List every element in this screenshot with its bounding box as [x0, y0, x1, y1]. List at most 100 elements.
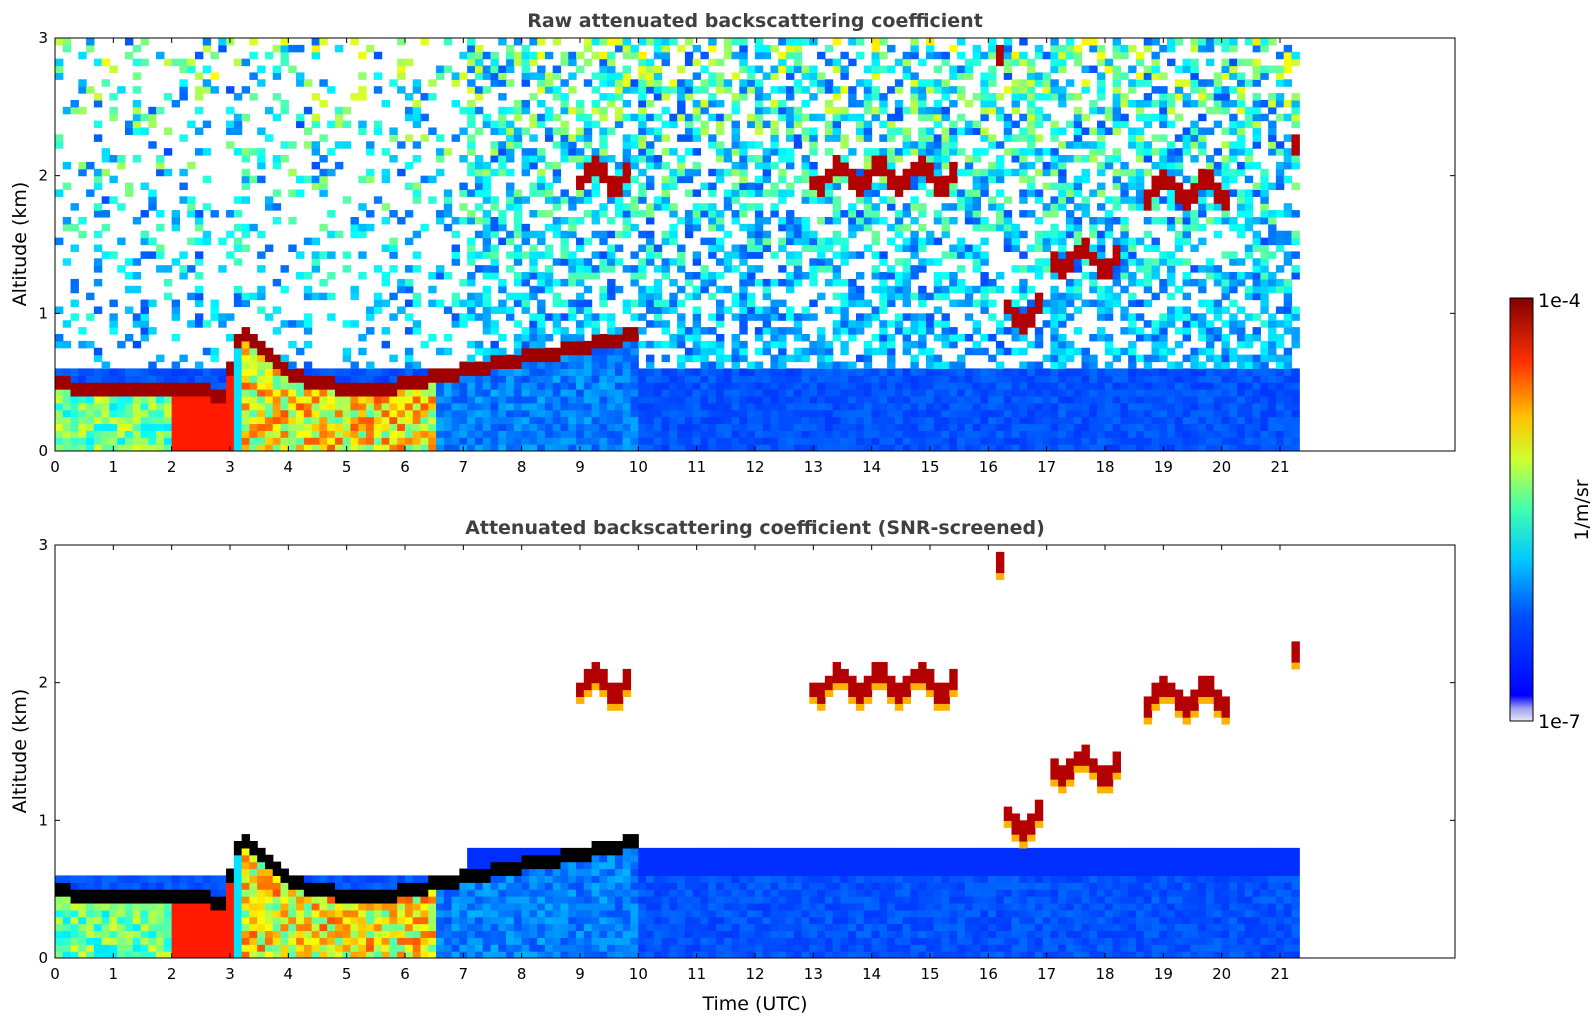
heatmap-cell	[264, 368, 274, 376]
heatmap-cell	[86, 444, 95, 451]
heatmap-cell	[1097, 292, 1106, 301]
heatmap-cell	[179, 382, 188, 390]
heatmap-cell	[560, 79, 569, 87]
heatmap-cell	[350, 320, 359, 328]
heatmap-cell	[537, 299, 546, 308]
heatmap-cell	[506, 382, 515, 390]
heatmap-cell	[925, 148, 935, 156]
heatmap-cell	[988, 368, 997, 376]
heatmap-cell	[521, 278, 530, 287]
heatmap-cell	[148, 327, 157, 335]
heatmap-cell	[918, 327, 927, 335]
heatmap-cell	[863, 299, 873, 308]
heatmap-cell	[101, 168, 111, 177]
heatmap-cell	[972, 375, 982, 383]
heatmap-cell	[801, 395, 810, 404]
heatmap-cell	[1174, 444, 1184, 451]
heatmap-cell	[786, 72, 795, 80]
heatmap-cell	[1182, 278, 1191, 287]
heatmap-cell	[132, 72, 142, 80]
heatmap-cell	[661, 423, 670, 431]
heatmap-cell	[1135, 175, 1145, 184]
heatmap-cell	[560, 258, 569, 266]
heatmap-cell	[630, 444, 639, 451]
heatmap-cell	[233, 113, 243, 122]
heatmap-cell	[879, 251, 888, 259]
heatmap-cell	[544, 223, 554, 232]
heatmap-cell	[381, 340, 390, 349]
heatmap-cell	[614, 368, 624, 376]
heatmap-cell	[358, 444, 367, 451]
heatmap-cell	[770, 444, 779, 451]
heatmap-cell	[669, 237, 678, 246]
heatmap-cell	[871, 347, 880, 356]
heatmap-cell	[824, 127, 834, 135]
heatmap-cell	[117, 368, 126, 376]
heatmap-cell	[614, 402, 624, 411]
heatmap-cell	[933, 148, 943, 156]
heatmap-cell	[194, 93, 204, 101]
heatmap-cell	[490, 389, 499, 397]
heatmap-cell	[1143, 278, 1153, 287]
heatmap-cell	[708, 313, 717, 321]
heatmap-cell	[513, 402, 523, 411]
heatmap-cell	[576, 368, 585, 376]
heatmap-cell	[1135, 155, 1145, 163]
heatmap-cell	[373, 389, 383, 397]
heatmap-cell	[716, 210, 725, 218]
heatmap-cell	[163, 444, 173, 451]
heatmap-cell	[552, 382, 562, 390]
heatmap-cell	[552, 437, 562, 445]
heatmap-cell	[109, 65, 118, 74]
heatmap-cell	[957, 148, 966, 156]
heatmap-cell	[288, 340, 297, 349]
heatmap-cell	[1174, 313, 1184, 321]
heatmap-cell	[949, 389, 958, 397]
heatmap-cell	[358, 251, 367, 259]
heatmap-cell	[537, 182, 546, 191]
heatmap-cell	[529, 272, 538, 280]
heatmap-cell	[358, 402, 367, 411]
heatmap-cell	[848, 416, 857, 425]
heatmap-cell	[630, 51, 639, 60]
heatmap-cell	[1027, 86, 1036, 94]
heatmap-cell	[482, 265, 492, 273]
heatmap-cell	[739, 182, 748, 191]
heatmap-cell	[264, 416, 274, 425]
heatmap-cell	[303, 79, 313, 87]
heatmap-cell	[638, 430, 647, 438]
heatmap-cell	[770, 368, 779, 376]
heatmap-cell	[1081, 354, 1090, 363]
heatmap-cell	[1182, 230, 1191, 239]
heatmap-cell	[404, 237, 414, 246]
heatmap-cell	[1027, 148, 1036, 156]
heatmap-cell	[1081, 251, 1090, 259]
heatmap-cell	[303, 437, 313, 445]
heatmap-cell	[1174, 437, 1184, 445]
heatmap-cell	[521, 272, 530, 280]
heatmap-cell	[739, 423, 748, 431]
heatmap-cell	[490, 327, 499, 335]
heatmap-cell	[646, 423, 655, 431]
heatmap-cell	[622, 155, 632, 163]
heatmap-cell	[498, 354, 507, 363]
heatmap-cell	[630, 416, 639, 425]
heatmap-cell	[1097, 409, 1106, 418]
heatmap-cell	[684, 216, 694, 225]
heatmap-cell	[117, 382, 126, 390]
heatmap-cell	[1112, 79, 1121, 87]
heatmap-cell	[1167, 99, 1176, 108]
heatmap-cell	[506, 196, 515, 204]
heatmap-cell	[669, 416, 678, 425]
heatmap-cell	[817, 368, 826, 376]
heatmap-cell	[692, 430, 702, 438]
heatmap-cell	[723, 402, 733, 411]
heatmap-cell	[140, 38, 149, 46]
heatmap-cell	[1081, 141, 1090, 149]
heatmap-cell	[264, 444, 274, 451]
heatmap-cell	[459, 127, 468, 135]
heatmap-cell	[210, 402, 219, 411]
heatmap-cell	[202, 382, 212, 390]
heatmap-cell	[638, 86, 647, 94]
